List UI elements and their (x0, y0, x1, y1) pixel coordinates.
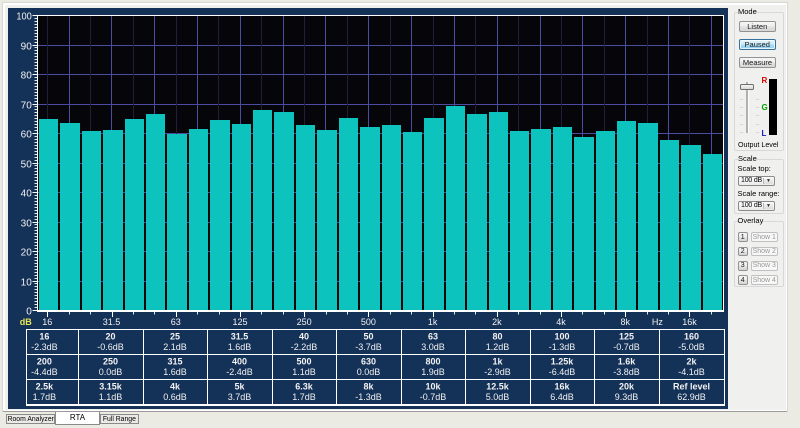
svg-text:1.25k: 1.25k (551, 356, 575, 366)
svg-text:1.6dB: 1.6dB (228, 342, 252, 352)
svg-text:630: 630 (361, 356, 376, 366)
svg-text:dB: dB (20, 317, 32, 327)
svg-text:9.3dB: 9.3dB (615, 392, 639, 402)
svg-text:500: 500 (361, 317, 376, 327)
svg-text:2.5k: 2.5k (36, 381, 55, 391)
svg-text:1.6k: 1.6k (618, 356, 637, 366)
svg-text:0.0dB: 0.0dB (357, 367, 381, 377)
svg-text:4k: 4k (170, 381, 181, 391)
svg-text:20: 20 (105, 331, 115, 341)
svg-text:-1.3dB: -1.3dB (355, 392, 382, 402)
svg-text:100: 100 (16, 12, 32, 23)
svg-text:63: 63 (428, 331, 438, 341)
svg-text:2k: 2k (686, 356, 697, 366)
svg-text:16k: 16k (554, 381, 570, 391)
svg-text:Hz: Hz (652, 317, 663, 327)
svg-text:12.5k: 12.5k (486, 381, 510, 391)
svg-text:20k: 20k (619, 381, 635, 391)
svg-text:-4.4dB: -4.4dB (31, 367, 58, 377)
svg-text:-3.7dB: -3.7dB (355, 342, 382, 352)
svg-text:250: 250 (297, 317, 312, 327)
svg-text:80: 80 (21, 71, 33, 82)
svg-text:6.4dB: 6.4dB (550, 392, 574, 402)
svg-text:500: 500 (296, 356, 311, 366)
svg-text:1.1dB: 1.1dB (292, 367, 316, 377)
svg-text:1.7dB: 1.7dB (33, 392, 57, 402)
svg-text:40: 40 (299, 331, 309, 341)
svg-text:-0.7dB: -0.7dB (613, 342, 640, 352)
svg-text:3.15k: 3.15k (99, 381, 123, 391)
svg-text:60: 60 (21, 130, 33, 141)
svg-text:-5.0dB: -5.0dB (678, 342, 705, 352)
svg-text:0.6dB: 0.6dB (163, 392, 187, 402)
svg-text:1.2dB: 1.2dB (486, 342, 510, 352)
svg-text:5k: 5k (234, 381, 245, 391)
svg-text:100: 100 (554, 331, 569, 341)
svg-text:Ref level: Ref level (673, 381, 710, 391)
svg-text:16: 16 (39, 331, 49, 341)
svg-text:1k: 1k (492, 356, 503, 366)
svg-text:25: 25 (170, 331, 180, 341)
svg-text:-1.3dB: -1.3dB (549, 342, 576, 352)
svg-text:1k: 1k (428, 317, 438, 327)
svg-text:4k: 4k (556, 317, 566, 327)
svg-text:10k: 10k (425, 381, 441, 391)
svg-text:20: 20 (21, 248, 33, 259)
svg-text:-0.7dB: -0.7dB (420, 392, 447, 402)
svg-text:10: 10 (21, 278, 33, 289)
svg-text:800: 800 (425, 356, 440, 366)
svg-text:-0.6dB: -0.6dB (97, 342, 124, 352)
svg-text:315: 315 (167, 356, 182, 366)
svg-text:3.7dB: 3.7dB (228, 392, 252, 402)
svg-text:125: 125 (232, 317, 247, 327)
svg-text:62.9dB: 62.9dB (677, 392, 706, 402)
svg-text:3.0dB: 3.0dB (421, 342, 445, 352)
svg-text:1.7dB: 1.7dB (292, 392, 316, 402)
svg-text:-4.1dB: -4.1dB (678, 367, 705, 377)
svg-text:1.9dB: 1.9dB (421, 367, 445, 377)
svg-text:63: 63 (171, 317, 181, 327)
svg-text:1.6dB: 1.6dB (163, 367, 187, 377)
svg-text:0: 0 (26, 307, 32, 318)
svg-text:6.3k: 6.3k (295, 381, 314, 391)
svg-text:160: 160 (684, 331, 699, 341)
svg-text:-3.8dB: -3.8dB (613, 367, 640, 377)
svg-text:2k: 2k (492, 317, 502, 327)
svg-text:30: 30 (21, 219, 33, 230)
svg-text:125: 125 (619, 331, 634, 341)
svg-text:16k: 16k (682, 317, 697, 327)
svg-text:400: 400 (232, 356, 247, 366)
svg-text:-2.2dB: -2.2dB (291, 342, 318, 352)
svg-text:200: 200 (37, 356, 52, 366)
svg-text:5.0dB: 5.0dB (486, 392, 510, 402)
svg-text:2.1dB: 2.1dB (163, 342, 187, 352)
svg-text:-2.4dB: -2.4dB (226, 367, 253, 377)
svg-text:31.5: 31.5 (231, 331, 249, 341)
svg-text:250: 250 (103, 356, 118, 366)
svg-text:80: 80 (492, 331, 502, 341)
svg-text:50: 50 (363, 331, 373, 341)
svg-text:31.5: 31.5 (103, 317, 121, 327)
svg-text:-6.4dB: -6.4dB (549, 367, 576, 377)
svg-text:-2.3dB: -2.3dB (31, 342, 58, 352)
svg-text:16: 16 (42, 317, 52, 327)
svg-text:8k: 8k (363, 381, 374, 391)
svg-text:1.1dB: 1.1dB (99, 392, 123, 402)
svg-text:90: 90 (21, 42, 33, 53)
svg-text:50: 50 (21, 160, 33, 171)
svg-text:70: 70 (21, 101, 33, 112)
svg-text:0.0dB: 0.0dB (99, 367, 123, 377)
svg-text:-2.9dB: -2.9dB (484, 367, 511, 377)
svg-text:8k: 8k (621, 317, 631, 327)
svg-text:40: 40 (21, 189, 33, 200)
